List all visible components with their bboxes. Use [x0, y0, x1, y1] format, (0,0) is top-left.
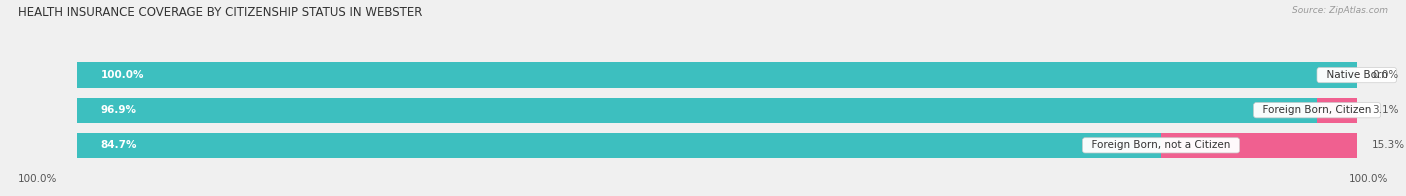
Bar [77, 98, 1317, 123]
Text: 0.0%: 0.0% [1372, 70, 1399, 80]
Text: 100.0%: 100.0% [1348, 174, 1388, 184]
Bar [1317, 98, 1357, 123]
Text: HEALTH INSURANCE COVERAGE BY CITIZENSHIP STATUS IN WEBSTER: HEALTH INSURANCE COVERAGE BY CITIZENSHIP… [18, 6, 423, 19]
Text: Foreign Born, Citizen: Foreign Born, Citizen [1256, 105, 1378, 115]
Bar [77, 133, 1161, 158]
Text: Native Born: Native Born [1320, 70, 1393, 80]
Text: 96.9%: 96.9% [100, 105, 136, 115]
Text: Source: ZipAtlas.com: Source: ZipAtlas.com [1292, 6, 1388, 15]
Text: Foreign Born, not a Citizen: Foreign Born, not a Citizen [1085, 140, 1237, 150]
Text: 100.0%: 100.0% [100, 70, 143, 80]
Text: 84.7%: 84.7% [100, 140, 136, 150]
Text: 100.0%: 100.0% [18, 174, 58, 184]
Bar [1161, 133, 1357, 158]
Bar [77, 133, 1357, 158]
Text: 3.1%: 3.1% [1372, 105, 1399, 115]
Text: 15.3%: 15.3% [1372, 140, 1405, 150]
Bar [77, 98, 1357, 123]
Bar [77, 63, 1357, 88]
Bar [77, 63, 1357, 88]
